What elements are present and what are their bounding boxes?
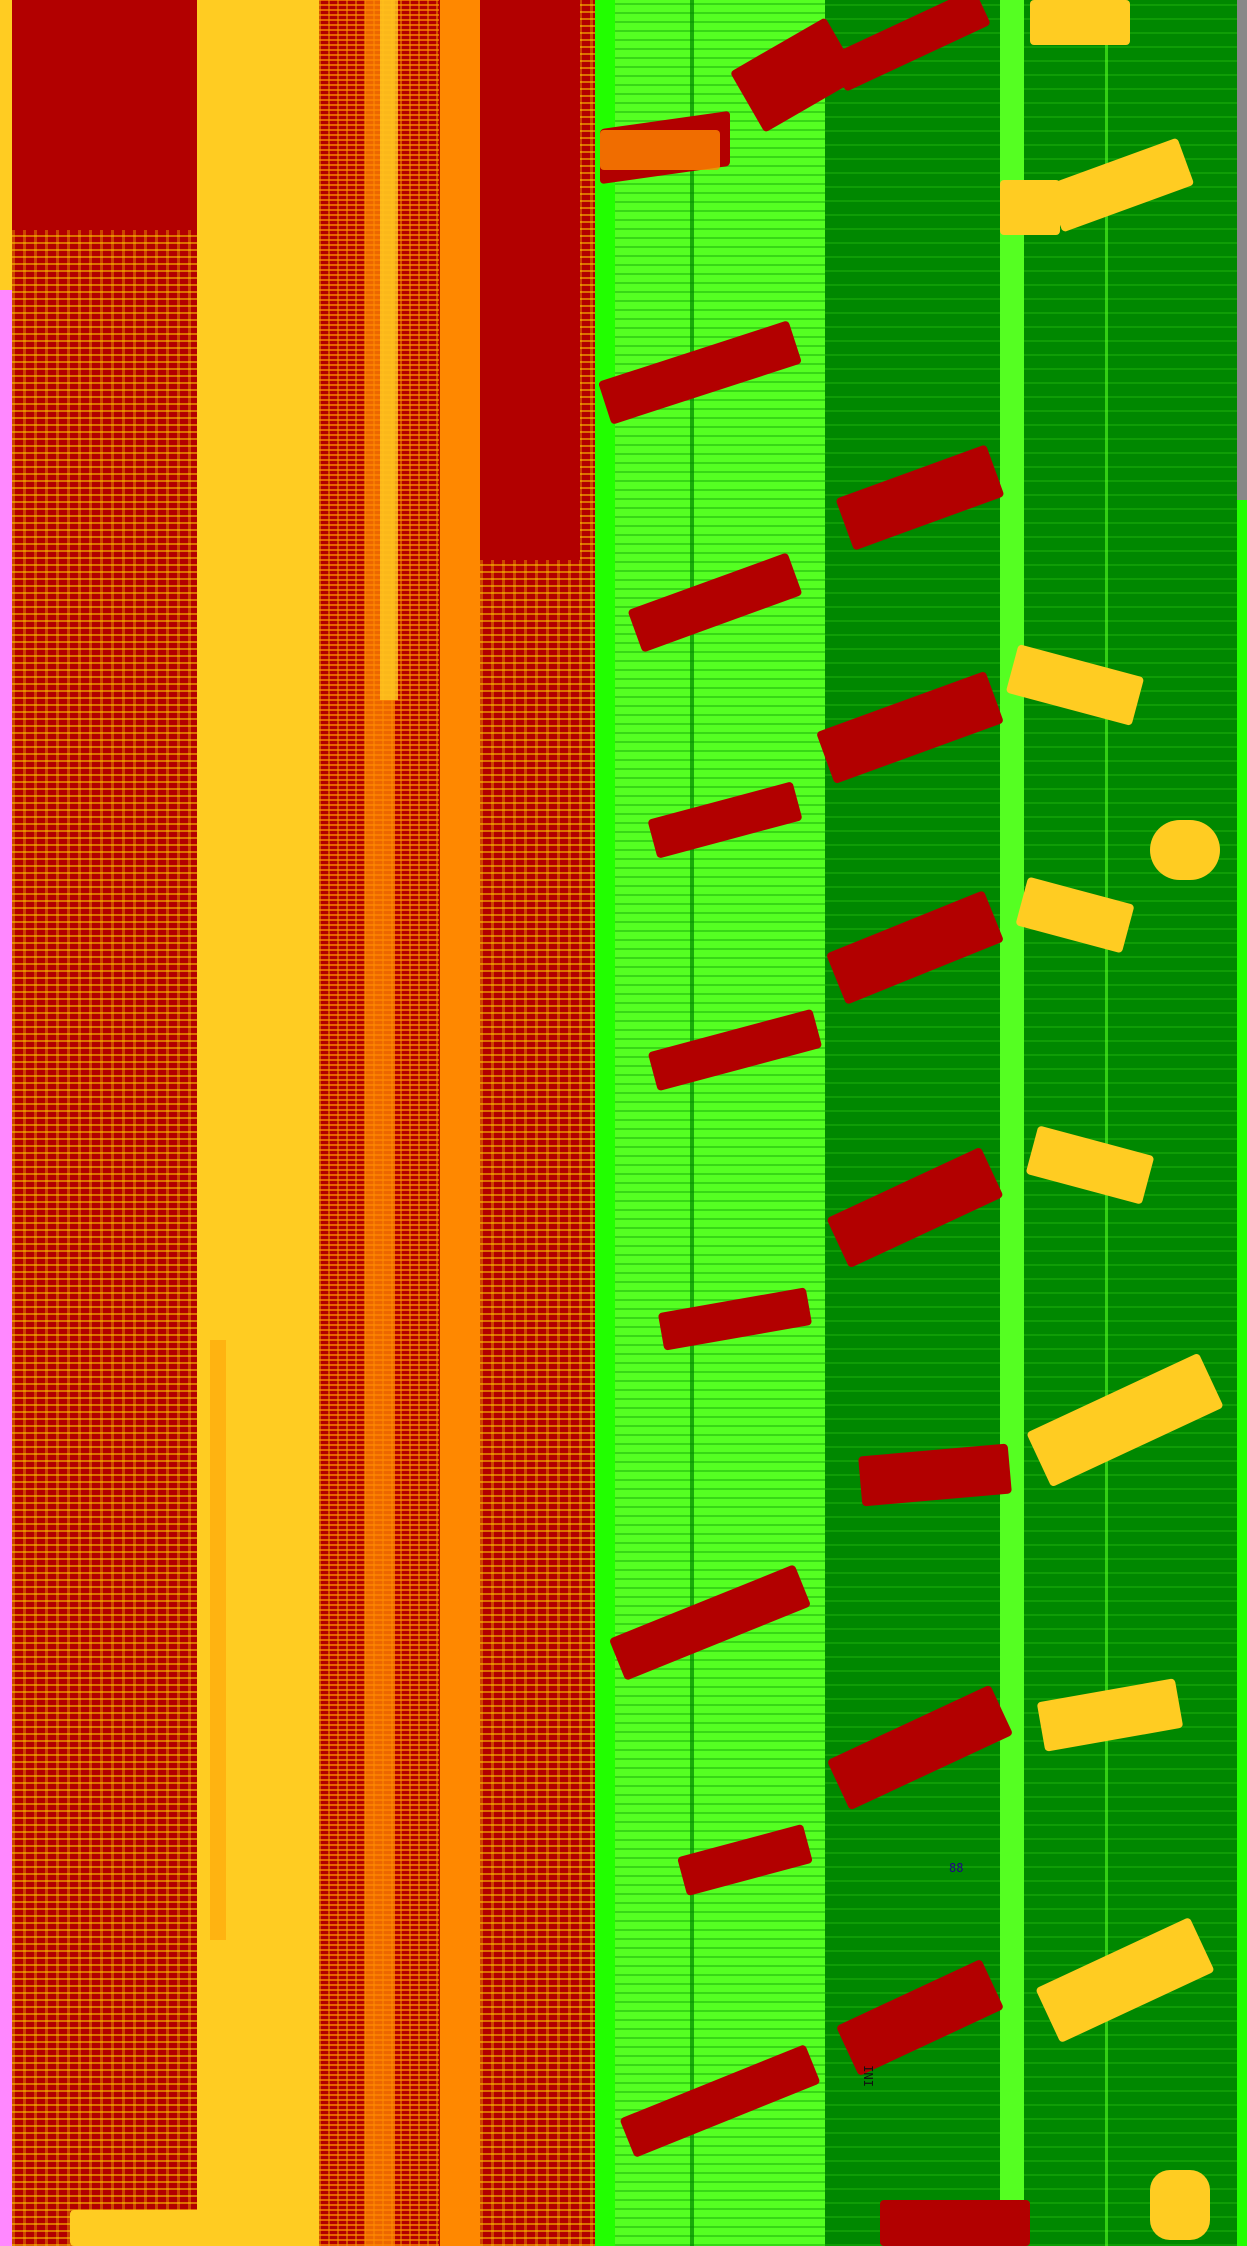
yellow-blob — [1030, 0, 1130, 45]
neon-green-stripe — [595, 0, 615, 2246]
left-red-texture-column — [12, 0, 197, 2246]
yellow-blob — [70, 2210, 210, 2246]
dark-green-texture-right — [1024, 0, 1247, 2246]
orange-blob — [600, 130, 720, 170]
dark-green-texture-column — [825, 0, 1000, 2246]
yellow-edge-top — [0, 0, 12, 290]
red-blob — [880, 2200, 1030, 2246]
right-edge-stripe — [1237, 0, 1247, 500]
pink-edge-stripe — [0, 0, 12, 2246]
green-divider-line-b — [1105, 0, 1108, 2246]
yellow-stripe-a — [380, 0, 398, 700]
stray-glyph-label: 88 — [949, 1861, 964, 1875]
orange-stripe-b — [440, 0, 480, 2246]
red-solid-right-top — [480, 0, 580, 560]
green-divider-line — [690, 0, 694, 2246]
neon-green-stripe-b — [1000, 0, 1024, 2246]
right-edge-stripe-green — [1237, 500, 1247, 2246]
yellow-blob — [1000, 180, 1060, 235]
yellow-blob — [1150, 2170, 1210, 2240]
yellow-column-inner-orange — [210, 1340, 226, 1940]
left-red-solid-top — [12, 0, 197, 230]
stray-glyph-label: INI — [861, 2065, 876, 2087]
yellow-blob — [1150, 820, 1220, 880]
